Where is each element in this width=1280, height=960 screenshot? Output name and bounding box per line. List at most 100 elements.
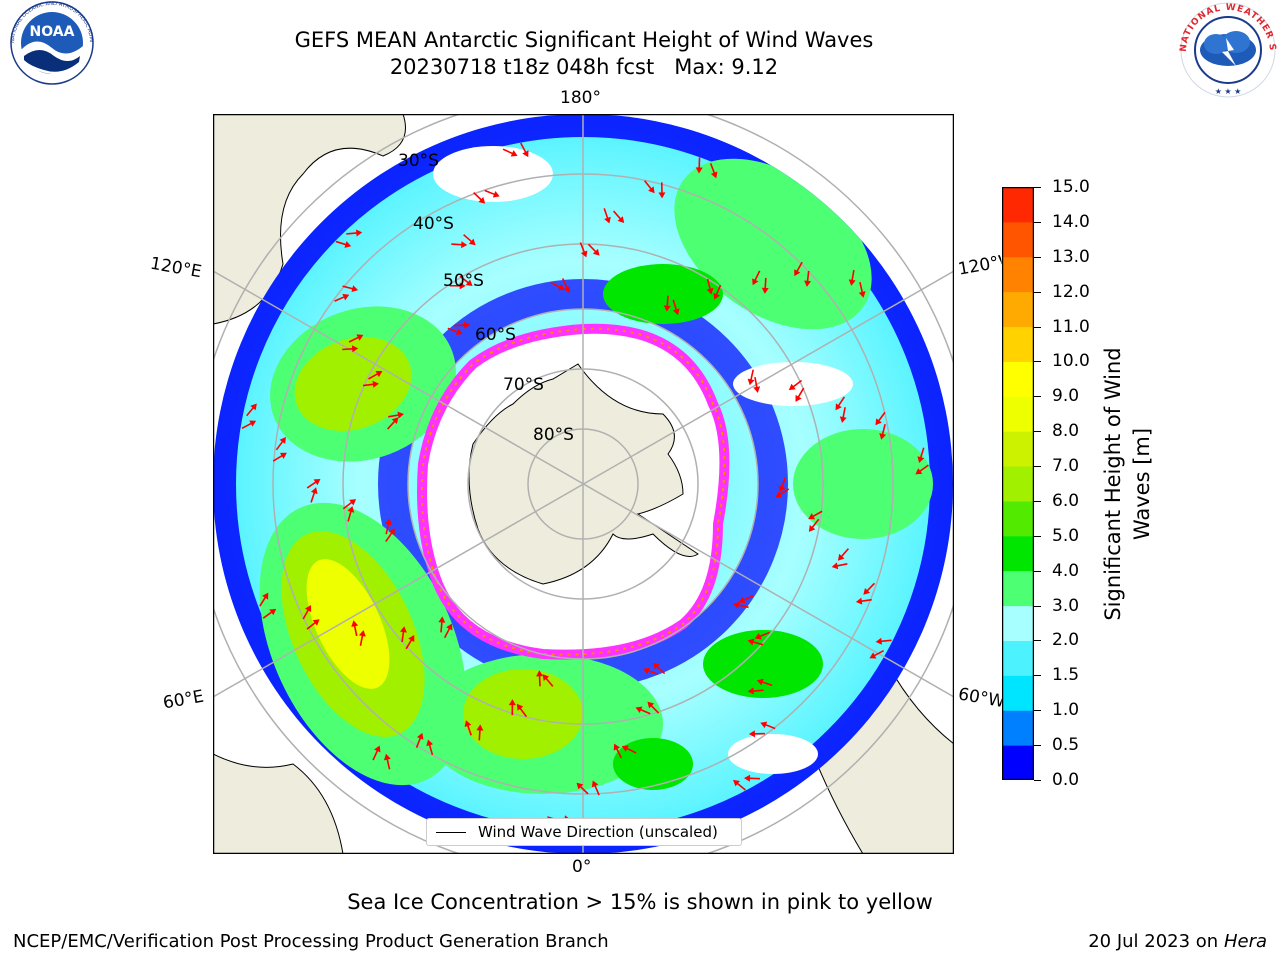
wind-wave-arrow bbox=[362, 380, 379, 388]
wind-wave-arrow bbox=[550, 281, 565, 291]
footer-date-text: 20 Jul 2023 on bbox=[1088, 931, 1219, 952]
wind-wave-arrow bbox=[808, 510, 823, 520]
wind-wave-arrow bbox=[454, 321, 471, 329]
wind-wave-arrow bbox=[399, 626, 407, 643]
wind-wave-arrow bbox=[438, 616, 446, 633]
lon-label-120w: 120°W bbox=[956, 252, 1004, 280]
wind-wave-arrow bbox=[621, 745, 637, 754]
wind-wave-arrow bbox=[613, 743, 623, 759]
colorbar-tick-mark bbox=[1034, 605, 1041, 607]
lat-label-60s: 60°S bbox=[475, 325, 516, 345]
wind-wave-arrow bbox=[794, 261, 803, 277]
colorbar-segment bbox=[1002, 500, 1034, 537]
colorbar-tick-mark bbox=[1034, 535, 1041, 537]
wind-wave-arrow bbox=[709, 163, 718, 179]
colorbar-segment bbox=[1002, 187, 1034, 223]
graticule bbox=[213, 114, 954, 854]
wind-wave-arrow bbox=[753, 376, 761, 393]
wind-wave-arrow bbox=[747, 369, 755, 386]
wind-wave-arrow bbox=[778, 477, 787, 493]
wind-wave-arrow bbox=[775, 488, 790, 498]
wind-wave-arrow bbox=[747, 687, 764, 695]
colorbar-tick-label: 9.0 bbox=[1052, 386, 1080, 407]
colorbar-tick-label: 3.0 bbox=[1052, 595, 1080, 616]
wind-wave-arrow bbox=[542, 674, 554, 687]
colorbar-tick-mark bbox=[1034, 745, 1041, 747]
wind-wave-arrow bbox=[342, 499, 357, 510]
colorbar-border bbox=[1002, 187, 1034, 780]
colorbar-tick-label: 5.0 bbox=[1052, 525, 1080, 546]
wind-wave-arrow bbox=[652, 662, 666, 675]
wind-wave-arrow bbox=[831, 562, 848, 570]
wind-wave-arrow bbox=[502, 148, 518, 157]
wind-wave-arrow bbox=[576, 782, 589, 795]
wind-wave-arrow bbox=[342, 345, 359, 353]
wind-wave-arrow bbox=[306, 619, 320, 630]
colorbar-segment bbox=[1002, 570, 1034, 607]
wind-wave-arrow bbox=[368, 370, 383, 380]
colorbar-segment bbox=[1002, 396, 1034, 432]
wind-wave-arrow bbox=[516, 703, 528, 718]
colorbar-tick-mark bbox=[1034, 396, 1041, 398]
colorbar-segment bbox=[1002, 605, 1034, 641]
calm-patch-2 bbox=[728, 734, 818, 774]
colorbar-tick-label: 2.0 bbox=[1052, 630, 1080, 651]
wave-region-indian-peak bbox=[306, 559, 390, 689]
wind-wave-arrow bbox=[346, 229, 363, 237]
wind-wave-arrow bbox=[917, 447, 925, 464]
wind-wave-arrow bbox=[839, 407, 847, 423]
wind-wave-arrow bbox=[587, 243, 600, 256]
svg-text:★ ★ ★: ★ ★ ★ bbox=[1215, 87, 1242, 96]
wind-wave-arrow bbox=[246, 403, 257, 417]
wind-wave-arrow bbox=[733, 779, 746, 791]
wind-wave-arrow bbox=[426, 739, 434, 756]
wind-wave-arrow bbox=[748, 730, 765, 738]
colorbar-tick-mark bbox=[1034, 675, 1041, 677]
colorbar-tick-label: 13.0 bbox=[1052, 246, 1090, 267]
wind-wave-arrow bbox=[795, 387, 805, 402]
colorbar-tick-label: 14.0 bbox=[1052, 211, 1090, 232]
colorbar-tick-label: 0.5 bbox=[1052, 735, 1080, 756]
colorbar-tick-mark bbox=[1034, 291, 1041, 293]
wind-wave-arrow bbox=[760, 721, 776, 730]
wind-wave-arrow bbox=[384, 518, 392, 535]
wind-wave-arrow bbox=[644, 180, 655, 194]
wind-wave-arrow bbox=[259, 592, 269, 607]
colorbar-tick-label: 6.0 bbox=[1052, 490, 1080, 511]
wind-wave-arrow bbox=[476, 724, 484, 741]
wave-region-pacific-west bbox=[603, 264, 723, 324]
national-weather-service-logo-icon: NATIONAL WEATHER SERVICE ★ ★ ★ bbox=[1176, 0, 1276, 98]
chart-subtitle: 20230718 t18z 048h fcst Max: 9.12 bbox=[389, 55, 779, 79]
wind-wave-arrow bbox=[463, 234, 476, 246]
legend-label: Wind Wave Direction (unscaled) bbox=[478, 823, 718, 841]
colorbar-tick-label: 1.0 bbox=[1052, 700, 1080, 721]
wind-wave-arrow bbox=[835, 396, 846, 411]
wind-wave-arrows bbox=[241, 142, 929, 831]
colorbar-segment bbox=[1002, 221, 1034, 258]
wind-wave-arrow bbox=[879, 424, 887, 440]
wind-wave-arrow bbox=[561, 278, 571, 293]
wind-wave-arrow bbox=[695, 157, 703, 174]
colorbar-tick-mark bbox=[1034, 780, 1041, 781]
wind-wave-arrow bbox=[443, 623, 453, 639]
colorbar-segment bbox=[1002, 361, 1034, 397]
colorbar-tick-mark bbox=[1034, 640, 1041, 642]
legend-line-icon bbox=[436, 832, 466, 833]
lat-label-40s: 40°S bbox=[413, 214, 454, 234]
map-border bbox=[213, 114, 954, 854]
footer-credit: NCEP/EMC/Verification Post Processing Pr… bbox=[13, 931, 609, 952]
wind-wave-arrow bbox=[713, 284, 722, 300]
wind-wave-arrow bbox=[863, 582, 876, 595]
colorbar-tick-mark bbox=[1034, 256, 1041, 258]
wind-wave-arrow bbox=[804, 270, 812, 287]
wind-wave-arrow bbox=[837, 548, 849, 561]
wind-wave-arrow bbox=[473, 191, 486, 204]
wind-wave-arrow bbox=[536, 670, 544, 687]
wind-wave-arrow bbox=[591, 780, 600, 796]
wind-wave-arrow bbox=[858, 281, 866, 298]
colorbar-tick-label: 7.0 bbox=[1052, 456, 1080, 477]
wind-wave-arrow bbox=[405, 635, 415, 650]
wind-wave-arrow bbox=[732, 601, 749, 609]
colorbar bbox=[1002, 187, 1034, 780]
colorbar-segment bbox=[1002, 745, 1034, 780]
